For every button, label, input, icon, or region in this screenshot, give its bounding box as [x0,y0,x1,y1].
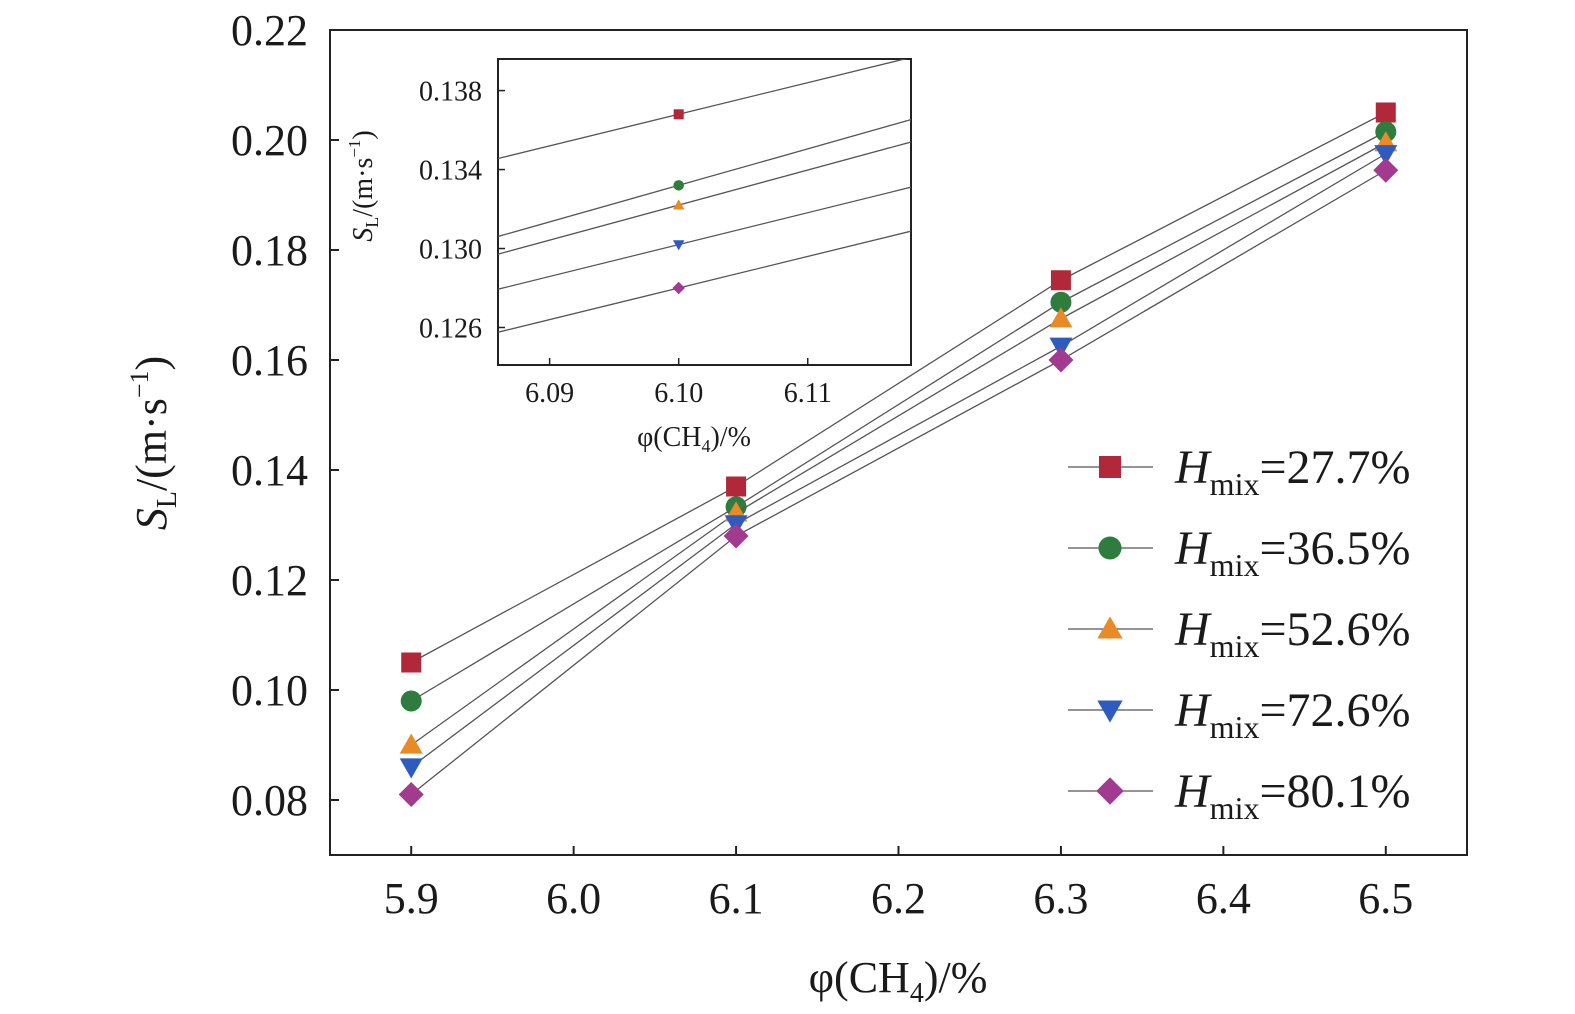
inset-series-line [498,186,911,290]
inset-x-tick-label: 6.09 [525,378,574,409]
x-tick-label: 6.5 [1358,874,1413,923]
series-1 [401,102,1396,673]
inset-data-point [673,180,684,191]
inset-series-line [498,59,908,160]
data-point [399,758,423,779]
inset-series-line [498,141,911,255]
series-4 [399,145,1398,779]
inset-y-tick-label: 0.134 [419,156,482,187]
legend-marker [1097,700,1123,723]
data-point [1373,157,1399,183]
y-tick-label: 0.14 [231,446,308,495]
inset-x-tick-label: 6.11 [784,378,832,409]
legend-item: Hmix=80.1% [1068,765,1411,826]
series-5 [398,157,1399,807]
inset-y-tick-label: 0.138 [419,77,482,108]
inset-y-tick-label: 0.130 [419,235,482,266]
inset-data-point [672,199,685,210]
inset-data-point [673,109,684,120]
data-point [1050,291,1072,313]
inset-x-tick-label: 6.10 [654,378,703,409]
x-tick-label: 6.3 [1033,874,1088,923]
x-tick-label: 6.0 [546,874,601,923]
inset-lines [498,59,911,333]
y-tick-label: 0.16 [231,336,308,385]
data-point [726,476,747,497]
data-point [723,523,749,549]
data-point [1048,347,1074,373]
legend-label: Hmix=80.1% [1174,765,1411,826]
series-line [410,169,1387,796]
x-tick-label: 5.9 [384,874,439,923]
series-line [410,153,1387,768]
legend-label: Hmix=27.7% [1174,441,1411,502]
legend-marker [1098,536,1122,560]
series-line [410,131,1387,702]
data-point [1049,307,1073,328]
legend-label: Hmix=52.6% [1174,603,1411,664]
series-line [410,111,1387,664]
legend-label: Hmix=36.5% [1174,522,1411,583]
x-axis-label: φ(CH4)/% [809,953,988,1009]
legend-item: Hmix=72.6% [1068,684,1411,745]
x-tick-label: 6.4 [1196,874,1251,923]
legend-marker [1097,616,1123,639]
legend-item: Hmix=27.7% [1068,441,1411,502]
data-point [400,690,422,712]
y-tick-label: 0.18 [231,226,308,275]
legend-item: Hmix=36.5% [1068,522,1411,583]
data-point [1375,102,1396,123]
legend-label: Hmix=72.6% [1174,684,1411,745]
legend: Hmix=27.7% Hmix=36.5% Hmix=52.6% Hmix=72.6%… [1068,441,1411,826]
data-point [399,733,423,754]
inset-data-point [672,240,685,251]
y-tick-label: 0.22 [231,6,308,55]
y-axis-label: SL/(m·s−1) [125,356,183,530]
x-tick-label: 6.1 [709,874,764,923]
series-line [410,142,1387,746]
inset-data-point [672,281,685,295]
x-tick-label: 6.2 [871,874,926,923]
inset-plot: 6.09 6.10 6.11 0.126 0.130 0.134 0.138 φ(CH4)/%… [345,58,912,456]
inset-frame [497,58,912,366]
data-point [398,782,424,807]
data-point [1050,270,1071,291]
legend-marker [1099,456,1121,478]
legend-item: Hmix=52.6% [1068,603,1411,664]
main-plot: 5.9 6.0 6.1 6.2 6.3 6.4 6.5 0.08 0.10 0.12 0.14 0.1… [125,6,1468,1009]
inset-x-axis-label: φ(CH4)/% [637,422,751,456]
legend-marker [1096,777,1124,805]
inset-y-axis-label: SL/(m·s−1) [345,130,382,242]
data-point [1374,145,1398,166]
y-tick-label: 0.20 [231,116,308,165]
inset-series-line [498,230,911,333]
inset-series-line [498,118,911,238]
y-tick-label: 0.10 [231,666,308,715]
data-point [401,652,422,673]
y-tick-label: 0.08 [231,776,308,825]
inset-y-tick-label: 0.126 [419,313,482,344]
y-tick-label: 0.12 [231,556,308,605]
